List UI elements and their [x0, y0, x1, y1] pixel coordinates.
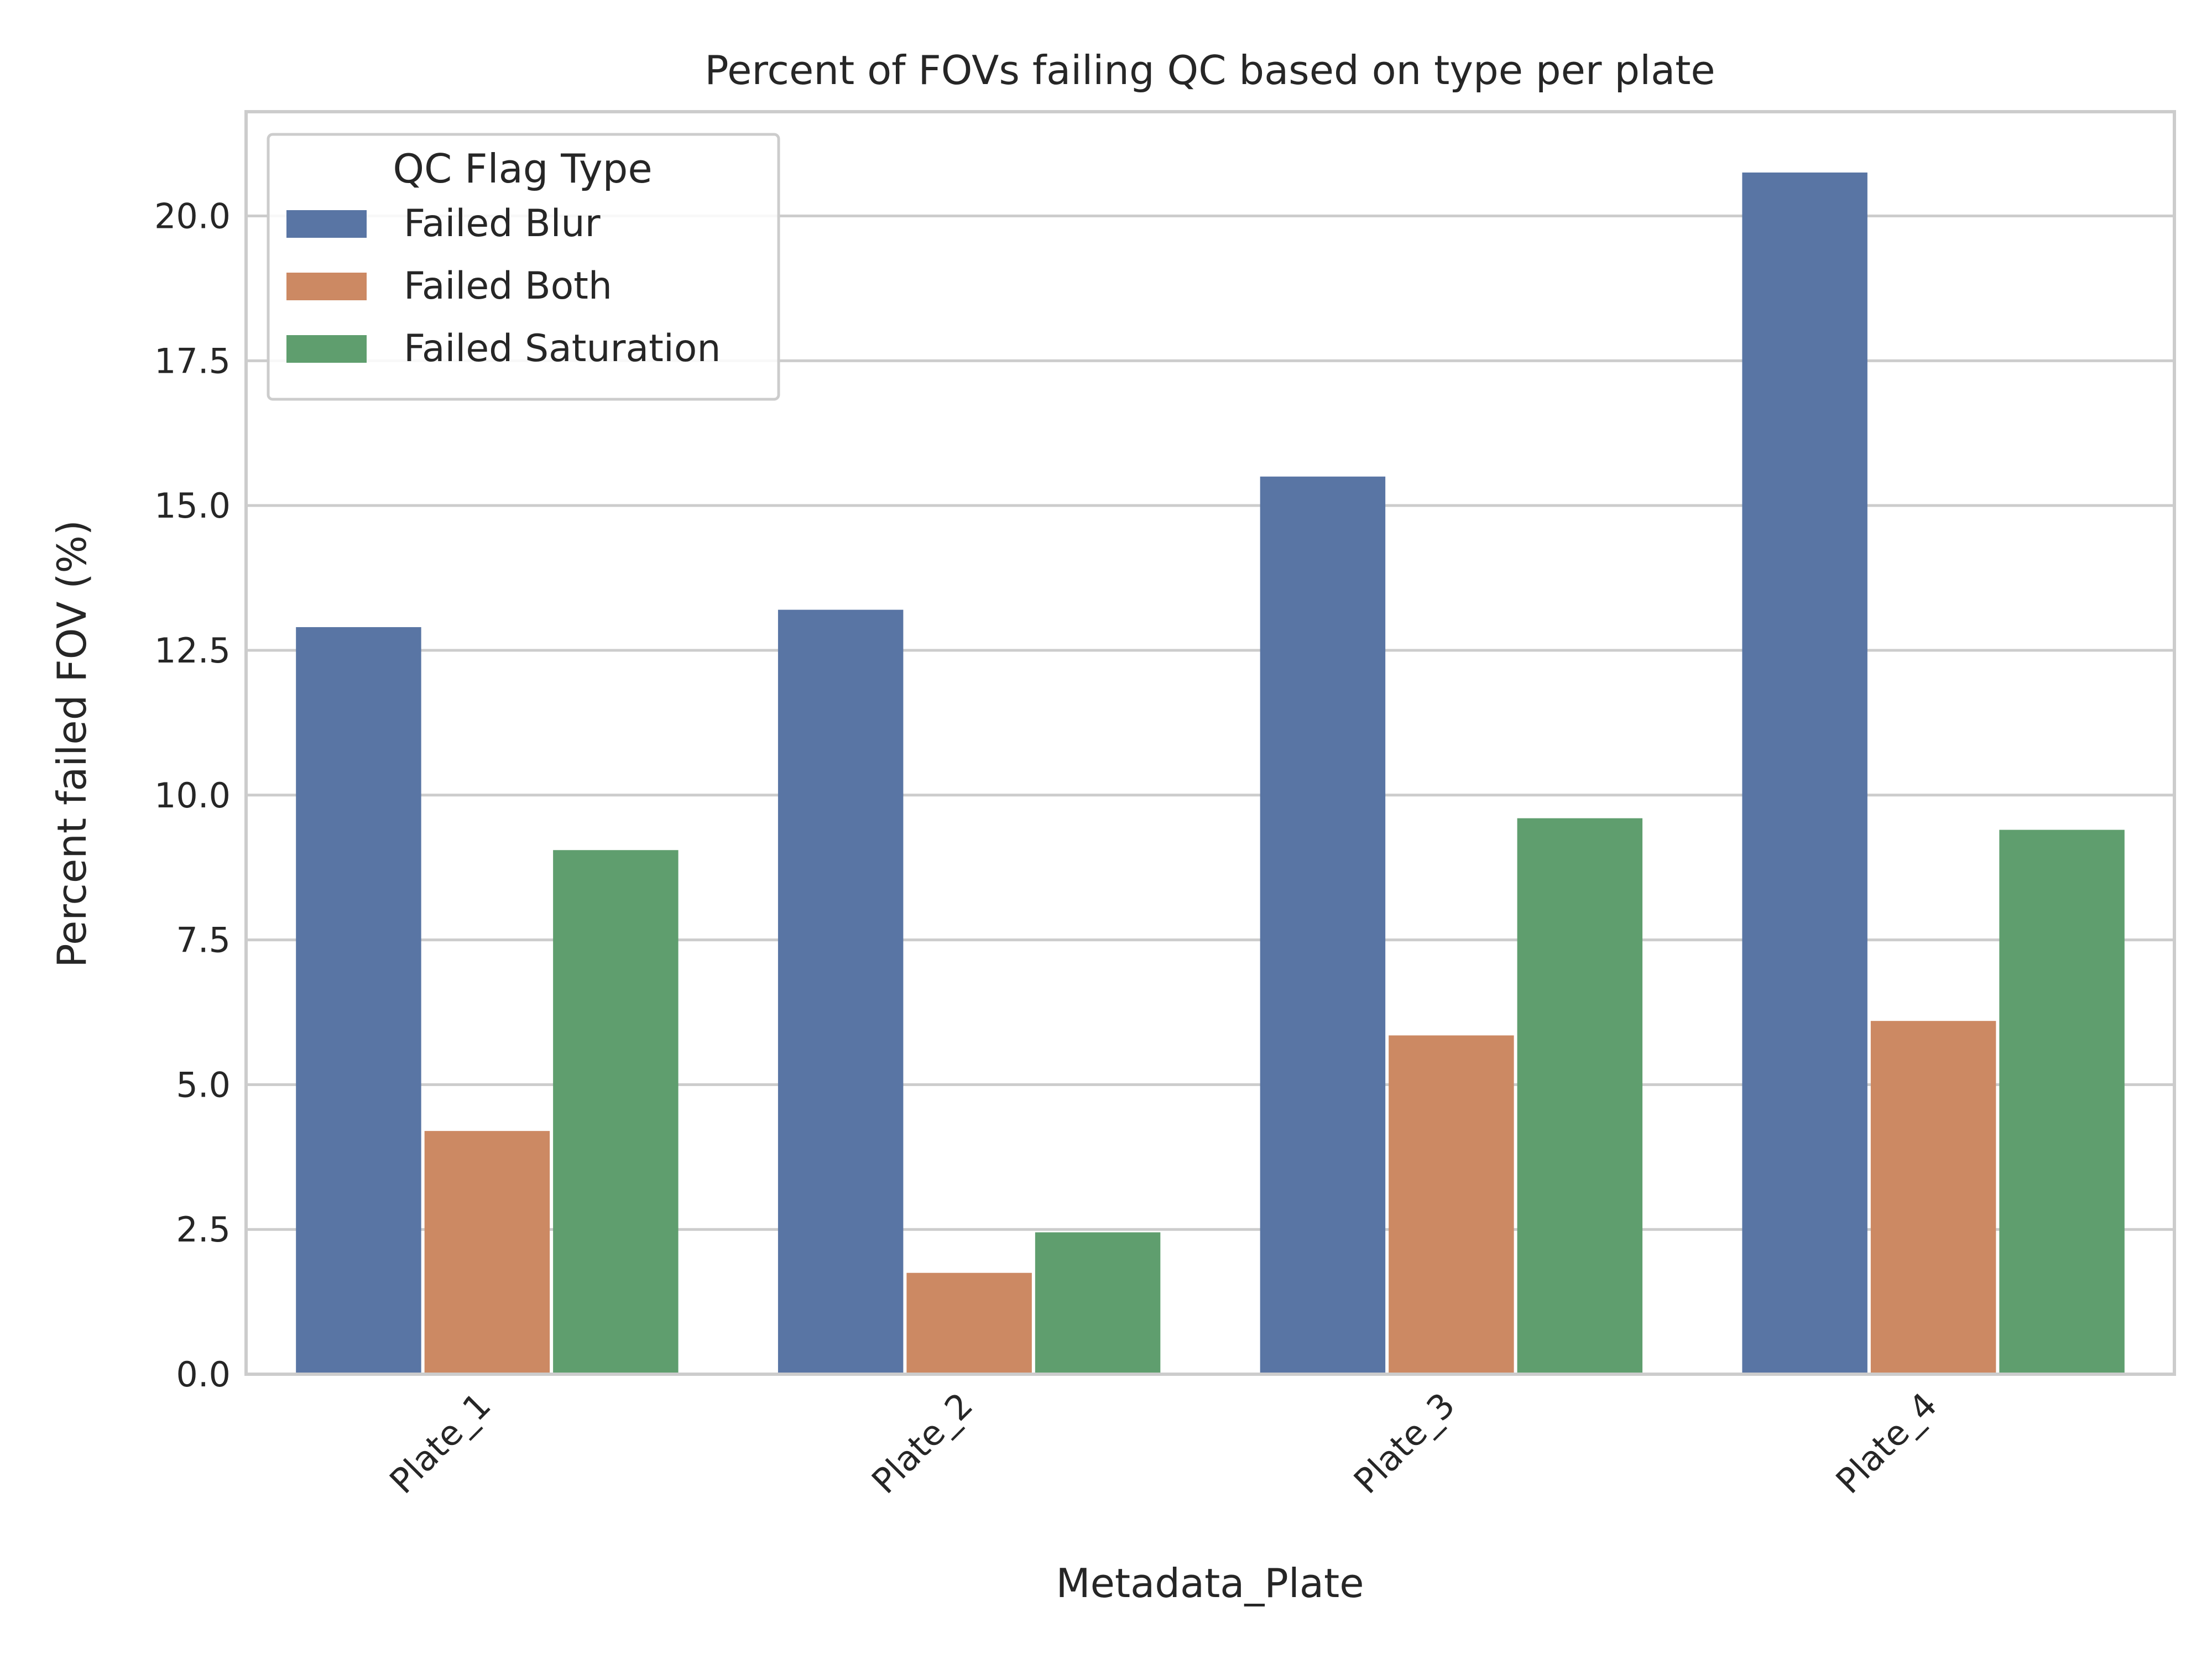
y-tick-label: 0.0	[176, 1354, 231, 1395]
x-axis-label: Metadata_Plate	[1056, 1560, 1364, 1606]
y-tick-label: 7.5	[176, 920, 231, 961]
bar-failed-saturation-plate-1	[553, 850, 679, 1374]
bar-failed-both-plate-4	[1870, 1021, 1996, 1374]
bar-failed-blur-plate-4	[1742, 172, 1867, 1375]
bar-failed-saturation-plate-3	[1517, 818, 1643, 1374]
legend-swatch	[286, 210, 367, 238]
legend-items: Failed Blur Failed Both Failed Saturation	[286, 202, 721, 371]
legend-box	[267, 133, 780, 401]
x-tick-label: Plate_1	[382, 1385, 498, 1501]
legend-title: QC Flag Type	[393, 145, 652, 192]
y-tick-label: 10.0	[154, 775, 231, 816]
bar-failed-blur-plate-3	[1260, 476, 1386, 1374]
x-tick-labels: Plate_1 Plate_2 Plate_3 Plate_4	[382, 1385, 1944, 1501]
y-tick-label: 17.5	[154, 341, 231, 381]
y-tick-label: 15.0	[154, 486, 231, 526]
bar-failed-both-plate-2	[906, 1272, 1032, 1374]
y-tick-label: 20.0	[154, 196, 231, 237]
legend-label: Failed Blur	[404, 202, 601, 246]
bar-failed-blur-plate-2	[778, 609, 904, 1374]
x-tick-label: Plate_2	[864, 1385, 980, 1501]
bar-failed-saturation-plate-4	[1999, 830, 2125, 1374]
legend-swatch	[286, 335, 367, 363]
legend-label: Failed Both	[404, 264, 612, 308]
x-tick-label: Plate_4	[1828, 1385, 1945, 1501]
chart-title: Percent of FOVs failing QC based on type…	[705, 47, 1715, 93]
y-tick-label: 2.5	[176, 1209, 231, 1250]
legend-swatch	[286, 273, 367, 300]
x-tick-label: Plate_3	[1346, 1385, 1463, 1501]
y-axis-label: Percent failed FOV (%)	[49, 520, 95, 968]
legend-label: Failed Saturation	[404, 327, 721, 371]
bar-failed-blur-plate-1	[296, 627, 421, 1374]
bar-failed-both-plate-1	[424, 1131, 550, 1374]
y-tick-label: 12.5	[154, 630, 231, 671]
bar-failed-both-plate-3	[1389, 1035, 1514, 1374]
plot-frame	[244, 110, 2176, 1376]
y-tick-labels: 0.0 2.5 5.0 7.5 10.0 12.5 15.0 17.5 20.0	[154, 196, 231, 1395]
bar-failed-saturation-plate-2	[1035, 1232, 1161, 1374]
bars	[296, 172, 2125, 1375]
y-tick-label: 5.0	[176, 1065, 231, 1105]
